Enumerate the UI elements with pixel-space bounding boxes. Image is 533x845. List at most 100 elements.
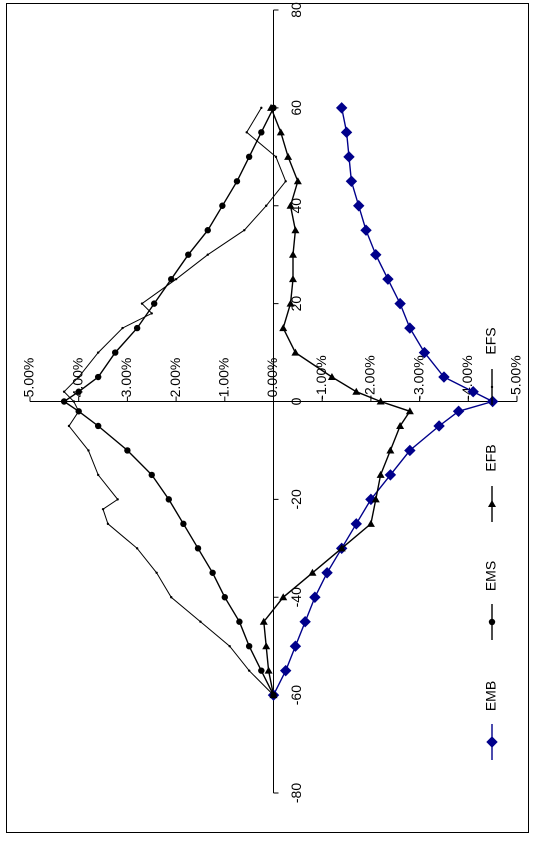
series-ems-point: [219, 202, 226, 209]
series-efs-point: [272, 693, 275, 697]
series-efb-point: [371, 495, 380, 503]
series-efs-point: [260, 106, 263, 110]
series-efb-point: [264, 666, 273, 674]
series-efb-point: [288, 250, 297, 258]
y-tick-label: 2.00%: [167, 358, 183, 398]
series-ems-point: [185, 251, 192, 258]
series-efb-point: [293, 177, 302, 185]
series-efs-point: [77, 375, 80, 379]
series-efb-point: [327, 373, 336, 381]
series-efb-point: [337, 544, 346, 552]
y-tick-label: -5.00%: [508, 355, 524, 399]
series-efs-point: [170, 596, 173, 599]
series-efb-point: [376, 397, 385, 405]
series-efs-point: [62, 390, 66, 393]
x-tick-label: 80: [288, 2, 304, 18]
x-tick-label: -40: [288, 587, 304, 607]
legend-emb-point: [486, 736, 498, 748]
series-efb-point: [405, 407, 414, 415]
series-ems-point: [168, 275, 175, 283]
y-tick-label: 1.00%: [216, 358, 232, 398]
series-efb-point: [267, 103, 276, 111]
x-tick-label: 60: [288, 100, 304, 116]
y-tick-label: 3.00%: [118, 358, 134, 398]
series-efs: [62, 106, 287, 697]
legend-item-efs: EFS: [483, 327, 499, 405]
series-ems-point: [221, 594, 228, 601]
series-ems-point: [245, 642, 253, 650]
series-efs-point: [199, 620, 202, 623]
series-efb-point: [259, 617, 268, 625]
series-emb-point: [404, 444, 416, 457]
series-emb-point: [353, 200, 365, 212]
series-ems-point: [209, 569, 216, 576]
series-efs-point: [284, 180, 287, 183]
series-efs-point: [245, 131, 248, 134]
series-ems-point: [133, 324, 141, 332]
chart-border: [6, 3, 529, 833]
x-tick-label: 0: [288, 397, 304, 405]
series-efs-point: [67, 424, 71, 428]
series-ems-point: [150, 300, 158, 307]
series-efs-point: [121, 326, 124, 330]
series-emb-point: [384, 469, 397, 481]
series-efb-point: [286, 299, 295, 307]
x-tick-label: 20: [288, 296, 304, 312]
series-efs-point: [116, 498, 119, 501]
series-ems-point: [258, 129, 265, 136]
series-emb-point: [370, 248, 382, 261]
series-emb-point: [299, 616, 311, 628]
series-efb-point: [308, 568, 317, 576]
series-emb-point: [340, 126, 353, 139]
series-efb-point: [262, 642, 271, 650]
series-efs-point: [264, 204, 268, 207]
y-tick-label: -2.00%: [362, 355, 378, 399]
legend-efs-point: [490, 385, 494, 389]
series-efs-point: [140, 302, 144, 305]
series-efs-point: [101, 507, 105, 511]
series-efb-point: [291, 226, 300, 234]
series-ems-point: [245, 153, 253, 161]
series-efb-point: [352, 387, 361, 395]
legend-label-efb: EFB: [483, 444, 499, 471]
series-efs-point: [135, 547, 139, 550]
series-emb: [267, 102, 499, 701]
legend-label-emb: EMB: [483, 681, 499, 711]
series-emb-point: [321, 567, 333, 579]
y-tick-label: 4.00%: [69, 358, 85, 398]
series-ems-point: [165, 496, 172, 503]
series-efs-point: [77, 410, 80, 413]
series-ems-point: [258, 667, 265, 674]
series-emb-point: [343, 151, 355, 163]
series-efs-point: [72, 400, 76, 403]
legend-item-emb: EMB: [483, 681, 499, 760]
y-tick-label: -1.00%: [313, 355, 329, 399]
series-emb-point: [360, 224, 372, 236]
series-ems-point: [236, 618, 243, 625]
series-efs-point: [96, 473, 100, 477]
series-efs-point: [96, 351, 100, 354]
series-ems-point: [148, 471, 155, 479]
x-tick-label: -20: [288, 489, 304, 509]
series-emb-point: [452, 405, 465, 417]
y-tick-label: 5.00%: [21, 358, 37, 398]
series-ems-point: [94, 373, 102, 381]
series-efb-point: [279, 593, 288, 601]
series-ems-point: [112, 349, 119, 356]
series-emb-point: [467, 386, 479, 398]
series-emb-point: [394, 297, 406, 310]
series-emb-point: [309, 591, 321, 603]
series-efb-point: [386, 446, 395, 454]
series-efs-point: [174, 277, 178, 281]
series-efb-point: [366, 519, 375, 527]
series-emb-point: [418, 346, 431, 359]
series-efb-point: [288, 275, 297, 283]
legend: EMB EMS EFB EFS: [483, 327, 499, 760]
series-ems-point: [75, 388, 82, 395]
series-emb-point: [382, 273, 394, 285]
legend-label-efs: EFS: [483, 327, 499, 354]
legend-efb-point: [488, 500, 496, 507]
